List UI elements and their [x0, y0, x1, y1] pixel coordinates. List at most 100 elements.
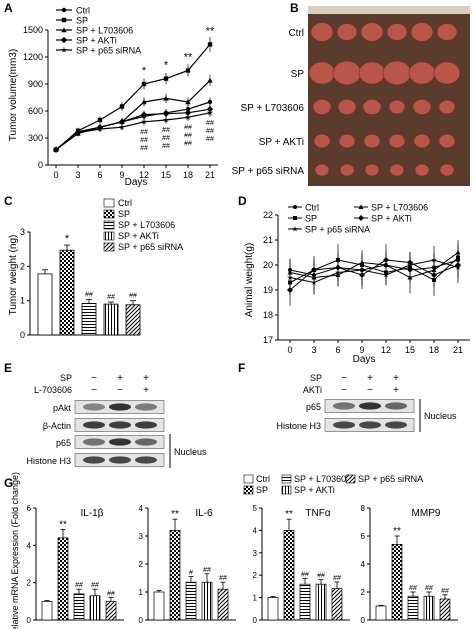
- x-tick-label: 9: [359, 345, 364, 355]
- legend-label: SP + AKTi: [76, 36, 117, 46]
- legend-label: SP + p65 siRNA: [76, 46, 141, 56]
- blot-condition-label: SP: [60, 373, 72, 383]
- y-tick-label: 4: [361, 560, 366, 569]
- significance-label: **: [393, 526, 401, 537]
- data-point: [185, 99, 191, 105]
- x-tick-label: 0: [53, 170, 58, 180]
- blot-band: [359, 421, 381, 429]
- bar: [103, 303, 119, 336]
- blot-band: [333, 402, 355, 410]
- blot-condition-label: L-703606: [34, 385, 72, 395]
- x-tick-label: 15: [405, 345, 415, 355]
- panel-g-mrna-expression-charts: Relative mRNA Expression (Fold change) C…: [10, 472, 458, 629]
- blot-band: [83, 438, 105, 446]
- bar: [41, 600, 53, 621]
- y-tick-label: 1: [139, 588, 144, 597]
- x-tick-label: 3: [75, 170, 80, 180]
- blot-sign: +: [367, 373, 373, 384]
- x-tick-label: 3: [311, 345, 316, 355]
- panel-d-ylabel: Animal weight(g): [244, 243, 255, 317]
- data-point: [140, 111, 148, 118]
- y-tick-label: 900: [28, 79, 43, 89]
- photo-row-label: SP + L703606: [241, 103, 305, 114]
- legend-swatch: [281, 474, 292, 484]
- y-tick-label: 0: [38, 160, 43, 170]
- data-point: [118, 118, 126, 125]
- significance-label: ##: [184, 140, 192, 147]
- bar: [59, 249, 75, 336]
- significance-label: ##: [85, 291, 93, 298]
- data-point: [162, 110, 170, 117]
- significance-label: *: [142, 65, 147, 77]
- data-point: [185, 68, 191, 73]
- blot-band: [385, 402, 407, 410]
- photo-ruler: [308, 6, 470, 14]
- blot-band: [385, 421, 407, 429]
- blot-sign: −: [341, 373, 347, 384]
- tumor-specimen: [358, 61, 386, 85]
- significance-label: ##: [425, 585, 433, 592]
- significance-label: ##: [140, 145, 148, 152]
- data-point: [335, 269, 341, 275]
- significance-label: ##: [317, 573, 325, 580]
- data-point: [287, 274, 293, 280]
- data-point: [141, 118, 147, 125]
- data-point: [119, 104, 125, 109]
- photo-row-label: SP + AKTi: [259, 137, 304, 148]
- data-point: [455, 264, 461, 270]
- legend-label: SP + L703606: [371, 203, 428, 213]
- bar: [73, 593, 85, 621]
- legend-marker: [358, 204, 364, 209]
- data-point: [383, 257, 389, 263]
- tumor-specimen: [310, 22, 334, 42]
- blot-sign: +: [393, 373, 399, 384]
- y-tick-label: 4: [253, 526, 258, 535]
- blot-band: [109, 438, 131, 446]
- y-tick-label: 3: [139, 532, 144, 541]
- data-point: [207, 109, 213, 116]
- y-tick-label: 0: [139, 616, 144, 625]
- legend-label: Ctrl: [256, 474, 270, 484]
- blot-band: [109, 421, 131, 429]
- x-tick-label: 12: [139, 170, 149, 180]
- y-tick-label: 21: [263, 235, 273, 245]
- significance-label: ##: [140, 129, 148, 136]
- legend-label: Ctrl: [118, 198, 132, 208]
- legend-marker: [293, 205, 297, 209]
- legend-swatch: [345, 474, 356, 484]
- tumor-specimen: [382, 60, 412, 86]
- tumor-specimen: [389, 163, 405, 177]
- series-line-3: [289, 259, 459, 291]
- tumor-specimen: [436, 23, 458, 41]
- legend-label: SP + L703606: [118, 220, 175, 230]
- blot-sign: −: [91, 373, 97, 384]
- blot-condition-label: SP: [310, 373, 322, 383]
- bar: [267, 597, 279, 621]
- y-tick-label: 3: [20, 227, 25, 237]
- data-point: [207, 77, 213, 83]
- y-tick-label: 600: [28, 106, 43, 116]
- panel-label-f: F: [238, 361, 245, 375]
- legend-swatch: [103, 209, 115, 219]
- bar: [201, 581, 213, 621]
- significance-label: ##: [75, 582, 83, 589]
- data-point: [287, 287, 293, 293]
- significance-label: #: [189, 570, 193, 577]
- significance-label: ##: [333, 575, 341, 582]
- blot-condition-label: AKTi: [303, 385, 322, 395]
- x-tick-label: 6: [335, 345, 340, 355]
- chart-title: IL-6: [195, 508, 213, 519]
- panel-label-b: B: [290, 1, 299, 15]
- y-tick-label: 8: [361, 504, 366, 513]
- significance-label: ##: [409, 585, 417, 592]
- bar: [217, 588, 229, 621]
- nucleus-label: Nucleus: [424, 411, 457, 421]
- panel-b-tumor-photo: Ctrl SP SP + L703606 SP + AKTi SP + p65 siRN…: [232, 6, 470, 186]
- blot-sign: −: [117, 385, 123, 396]
- blot-sign: −: [91, 385, 97, 396]
- panel-d-xlabel: Days: [353, 354, 376, 365]
- tumor-specimen: [336, 23, 358, 41]
- bar: [375, 605, 387, 621]
- bar: [153, 591, 165, 621]
- data-point: [119, 124, 125, 130]
